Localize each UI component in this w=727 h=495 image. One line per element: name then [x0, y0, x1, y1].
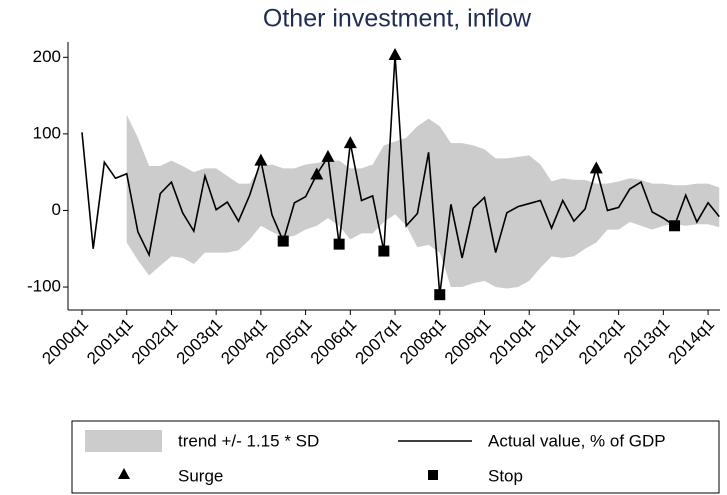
x-tick-label: 2010q1 — [486, 315, 540, 369]
stop-marker — [378, 245, 390, 257]
legend-triangle-swatch — [118, 468, 130, 479]
x-tick-label: 2007q1 — [351, 315, 405, 369]
y-tick-label: -100 — [27, 277, 61, 296]
x-tick-label: 2001q1 — [83, 315, 137, 369]
stop-marker — [669, 220, 681, 232]
trend-band — [126, 114, 720, 289]
surge-marker — [321, 149, 335, 162]
surge-marker — [254, 153, 268, 166]
x-tick-label: 2003q1 — [173, 315, 227, 369]
x-tick-label: 2005q1 — [262, 315, 316, 369]
surge-marker — [388, 48, 402, 61]
x-tick-label: 2002q1 — [128, 315, 182, 369]
x-tick-label: 2014q1 — [665, 315, 719, 369]
surge-marker — [310, 167, 324, 180]
surge-marker — [343, 136, 357, 149]
legend-label: Surge — [178, 466, 223, 485]
legend-label: trend +/- 1.15 * SD — [178, 431, 319, 450]
actual-line — [81, 54, 720, 295]
legend-label: Stop — [488, 466, 523, 485]
y-tick-label: 200 — [33, 47, 61, 66]
stop-marker — [277, 235, 289, 247]
y-tick-label: 100 — [33, 123, 61, 142]
x-tick-label: 2013q1 — [620, 315, 674, 369]
chart-title: Other investment, inflow — [263, 5, 532, 33]
stop-marker — [434, 289, 446, 301]
legend-label: Actual value, % of GDP — [488, 431, 666, 450]
y-tick-label: 0 — [52, 200, 61, 219]
stop-marker — [333, 238, 345, 250]
legend-square-swatch — [428, 470, 438, 480]
x-tick-label: 2006q1 — [307, 315, 361, 369]
x-tick-label: 2008q1 — [396, 315, 450, 369]
surge-marker — [589, 161, 603, 174]
legend-box — [71, 420, 720, 494]
legend-band-swatch — [85, 430, 162, 452]
x-tick-label: 2011q1 — [531, 315, 584, 368]
x-tick-label: 2004q1 — [217, 315, 271, 369]
x-tick-label: 2009q1 — [441, 315, 495, 369]
x-tick-label: 2012q1 — [575, 315, 629, 369]
x-tick-label: 2000q1 — [38, 315, 92, 369]
